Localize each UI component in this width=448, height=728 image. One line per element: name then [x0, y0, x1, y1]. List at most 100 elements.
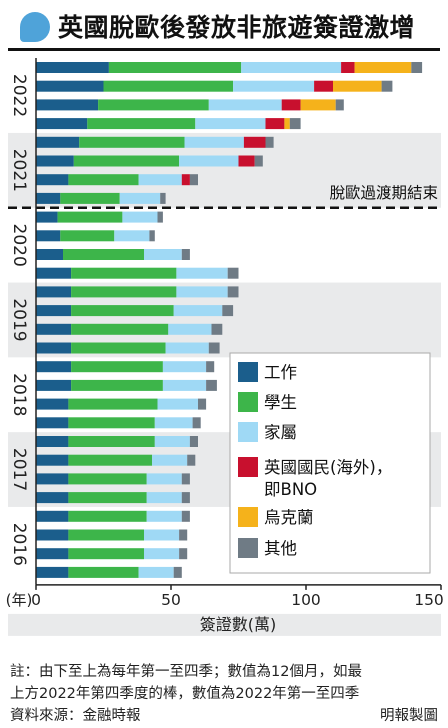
bar-2022-Q3-學生: [103, 80, 234, 92]
bar-2020-Q4-學生: [57, 211, 123, 223]
credit: 明報製圖: [380, 708, 438, 724]
bar-2018-Q3-學生: [71, 379, 163, 391]
year-label-2018: 2018: [9, 373, 29, 416]
legend-label-5: 其他: [264, 539, 297, 558]
year-label-2019: 2019: [9, 298, 29, 341]
legend-label-3: 英國國民(海外)，即BNO: [264, 458, 392, 499]
bar-2021-Q1-家屬: [119, 192, 161, 204]
bar-2017-Q1-其他: [181, 492, 190, 504]
year-label-2020: 2020: [9, 224, 29, 267]
bar-2019-Q4-工作: [36, 286, 72, 298]
bar-2016-Q4-家屬: [146, 510, 182, 522]
bar-2018-Q2-家屬: [157, 398, 198, 410]
bar-2022-Q3-其他: [381, 80, 393, 92]
brexit-divider: 脫歐過渡期結束: [8, 184, 441, 209]
bar-2021-Q4-家屬: [184, 136, 244, 148]
bar-2016-Q1-家屬: [138, 566, 174, 578]
bar-2022-Q1-學生: [87, 118, 196, 130]
bar-2021-Q3-工作: [36, 155, 74, 167]
bar-2020-Q2-工作: [36, 249, 63, 260]
bar-2022-Q4-其他: [411, 62, 423, 73]
bar-2017-Q2-家屬: [146, 473, 182, 485]
bar-2020-Q3-其他: [149, 230, 155, 242]
bar-2018-Q3-工作: [36, 379, 72, 391]
bar-2022-Q4-學生: [108, 62, 242, 73]
bar-2022-Q4-烏克蘭: [354, 62, 412, 73]
bar-2020-Q1-學生: [71, 267, 177, 279]
bar-2019-Q2-家屬: [168, 323, 212, 335]
title-bar: 英國脫歐後發放非旅遊簽證激增: [8, 0, 440, 51]
bar-2016-Q4-學生: [68, 510, 147, 522]
bar-2019-Q3-工作: [36, 305, 72, 317]
bar-2017-Q1-工作: [36, 492, 69, 504]
x-axis: 0 50 100 150 (年) 簽證數(萬): [6, 58, 444, 636]
x-tick-label-0: 0: [31, 591, 41, 609]
x-axis-title-band: [8, 613, 441, 636]
legend-swatch-0: [238, 362, 258, 382]
bar-2021-Q3-學生: [73, 155, 180, 167]
bar-2019-Q3-其他: [222, 305, 234, 317]
bar-2021-Q3-英國國民(海外)，即BNO: [238, 155, 255, 167]
bar-2021-Q4-其他: [265, 136, 274, 148]
bar-2018-Q1-其他: [192, 417, 201, 429]
bar-2018-Q1-工作: [36, 417, 69, 429]
bar-2019-Q3-學生: [71, 305, 174, 317]
bar-2022-Q1-工作: [36, 118, 88, 130]
bar-2016-Q4-其他: [181, 510, 190, 522]
bar-2022-Q2-學生: [98, 99, 209, 111]
legend-label-0: 工作: [264, 363, 297, 382]
bar-2021-Q3-其他: [254, 155, 263, 167]
bar-2021-Q1-學生: [60, 192, 120, 204]
stacked-bar-chart: 2016 2017 2018 2019 2020 2021 2022 脫歐過渡期結束 0 50…: [6, 58, 444, 636]
x-tick-label-150: 150: [414, 591, 444, 609]
bar-2017-Q3-工作: [36, 454, 69, 466]
bar-2022-Q2-家屬: [208, 99, 282, 111]
bar-2020-Q4-工作: [36, 211, 58, 223]
bar-2021-Q4-工作: [36, 136, 80, 148]
bar-2018-Q2-其他: [198, 398, 207, 410]
bar-2020-Q2-其他: [181, 249, 190, 260]
bar-2021-Q3-家屬: [179, 155, 239, 167]
bar-2016-Q3-其他: [179, 529, 188, 541]
bar-2021-Q2-英國國民(海外)，即BNO: [181, 174, 190, 186]
bar-2018-Q1-學生: [68, 417, 155, 429]
bars: [36, 62, 423, 578]
bar-2018-Q2-學生: [68, 398, 158, 410]
bar-2020-Q1-家屬: [176, 267, 228, 279]
bar-2017-Q4-學生: [68, 436, 155, 447]
bar-2022-Q4-家屬: [241, 62, 342, 73]
bar-2016-Q1-工作: [36, 566, 69, 578]
footnote-line-2: 上方2022年第四季度的棒，數值為2022年第一至四季: [10, 686, 360, 702]
legend-swatch-3: [238, 457, 258, 477]
bar-2020-Q4-家屬: [122, 211, 158, 223]
x-tick-label-100: 100: [291, 591, 321, 609]
speech-bubble-icon: [20, 12, 50, 42]
bar-2018-Q3-家屬: [162, 379, 207, 391]
bar-2019-Q2-學生: [71, 323, 169, 335]
x-axis-title: 簽證數(萬): [200, 615, 277, 634]
bar-2022-Q2-其他: [335, 99, 344, 111]
year-label-2016: 2016: [9, 523, 29, 566]
bar-2017-Q1-家屬: [146, 492, 182, 504]
bar-2019-Q4-家屬: [176, 286, 228, 298]
x-tick-label-50: 50: [161, 591, 181, 609]
bar-2022-Q3-英國國民(海外)，即BNO: [314, 80, 333, 92]
bar-2016-Q1-其他: [173, 566, 182, 578]
bar-2018-Q4-學生: [71, 361, 163, 373]
bar-2016-Q3-工作: [36, 529, 69, 541]
bar-2020-Q2-學生: [63, 249, 144, 260]
bar-2019-Q1-學生: [71, 342, 166, 354]
bar-2020-Q4-其他: [157, 211, 163, 223]
bar-2017-Q4-工作: [36, 436, 69, 447]
bar-2022-Q1-烏克蘭: [284, 118, 290, 130]
legend-label-1: 學生: [264, 393, 297, 412]
bar-2020-Q3-學生: [60, 230, 115, 242]
bar-2019-Q4-其他: [227, 286, 239, 298]
bar-2020-Q3-工作: [36, 230, 61, 242]
bar-2017-Q2-學生: [68, 473, 147, 485]
footnote-line-1: 註：由下至上為每年第一至四季；數值為12個月，如最: [10, 664, 362, 680]
bar-2022-Q1-英國國民(海外)，即BNO: [265, 118, 285, 130]
bar-2022-Q4-工作: [36, 62, 109, 73]
bar-2019-Q1-家屬: [165, 342, 209, 354]
bar-2017-Q2-其他: [181, 473, 190, 485]
